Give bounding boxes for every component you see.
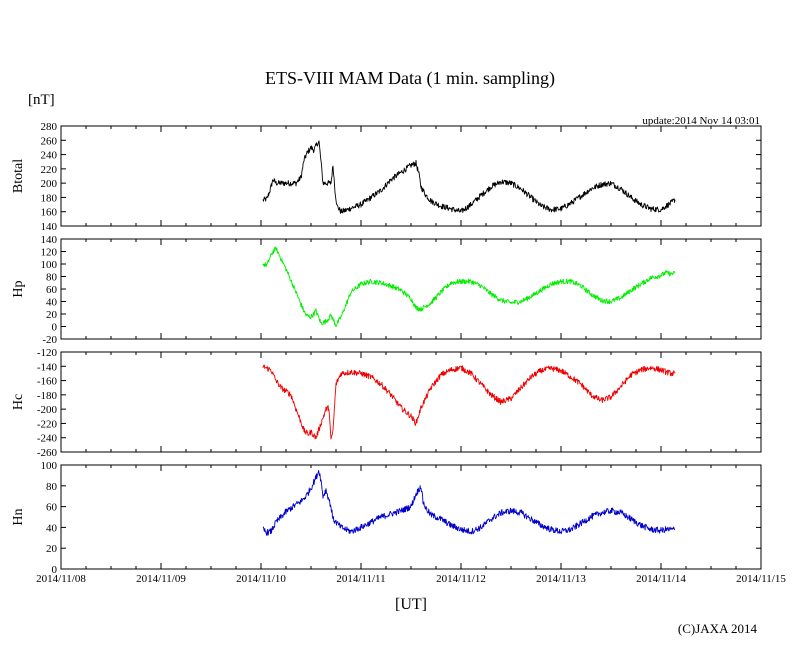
panel-btotal: 140 160 180 200 220 240 260 280 Btotal [11,121,762,233]
update-timestamp: update:2014 Nov 14 03:01 [642,115,760,127]
y-tick-label: -20 [42,334,57,346]
copyright-text: (C)JAXA 2014 [678,621,758,636]
y-tick-label: -160 [37,376,58,388]
series-line-hc [262,364,676,440]
y-tick-label: -200 [37,404,58,416]
x-axis-label: [UT] [395,596,427,613]
chart-title: ETS-VIII MAM Data (1 min. sampling) [265,68,555,89]
y-tick-label: 140 [41,234,58,246]
x-tick-label: 2014/11/13 [536,573,586,585]
y-tick-label: 100 [41,259,58,271]
y-tick-label: 40 [46,297,58,309]
y-tick-label: 40 [46,522,58,534]
y-tick-label: 200 [41,178,58,190]
y-tick-label: 140 [41,221,58,233]
y-tick-label: 0 [52,564,58,576]
x-tick-label: 2014/11/11 [336,573,385,585]
y-tick-label: 60 [46,502,58,514]
x-tick-label: 2014/11/14 [636,573,686,585]
y-tick-label: 100 [41,460,58,472]
series-line-hn [262,470,676,536]
x-tick-label: 2014/11/09 [136,573,186,585]
y-tick-label: 80 [46,272,58,284]
y-axis-label-hn: Hn [11,508,26,525]
y-tick-label: 280 [41,121,58,133]
y-tick-label: 260 [41,135,58,147]
y-tick-label: 240 [41,150,58,162]
y-tick-label: 0 [52,322,58,334]
x-tick-label: 2014/11/12 [436,573,486,585]
y-tick-label: -140 [37,361,58,373]
y-tick-label: 20 [46,543,58,555]
y-tick-label: 180 [41,192,58,204]
x-tick-label: 2014/11/08 [36,573,86,585]
panel-hn: 0 20 40 60 80 100 Hn [11,460,762,576]
y-tick-label: 160 [41,207,58,219]
y-tick-label: 20 [46,309,58,321]
y-tick-label: 120 [41,247,58,259]
panels-group: 140160180200220240260280Btotal-200204060… [11,121,762,576]
panel-hc: -260 -240 -220 -200 -180 -160 -140 -120 Hc [11,347,762,459]
y-tick-label: -120 [37,347,58,359]
y-tick-label: -260 [37,447,58,459]
y-unit-label: [nT] [28,92,55,108]
y-tick-label: -240 [37,433,58,445]
x-tick-label: 2014/11/15 [736,573,786,585]
y-tick-label: 60 [46,284,58,296]
y-axis-label-hp: Hp [11,280,26,297]
y-tick-label: -180 [37,390,58,402]
y-tick-label: -220 [37,418,58,430]
x-tick-label: 2014/11/10 [236,573,286,585]
panel-frame [60,464,762,570]
series-line-btotal [262,140,676,214]
y-tick-label: 80 [46,481,58,493]
panel-frame [60,238,762,340]
y-axis-label-hc: Hc [11,394,26,410]
y-axis-label-btotal: Btotal [11,159,26,193]
x-axis-ticks: 2014/11/08 2014/11/09 2014/11/10 2014/11/11… [36,573,786,585]
y-tick-label: 220 [41,164,58,176]
series-line-hp [262,246,676,328]
